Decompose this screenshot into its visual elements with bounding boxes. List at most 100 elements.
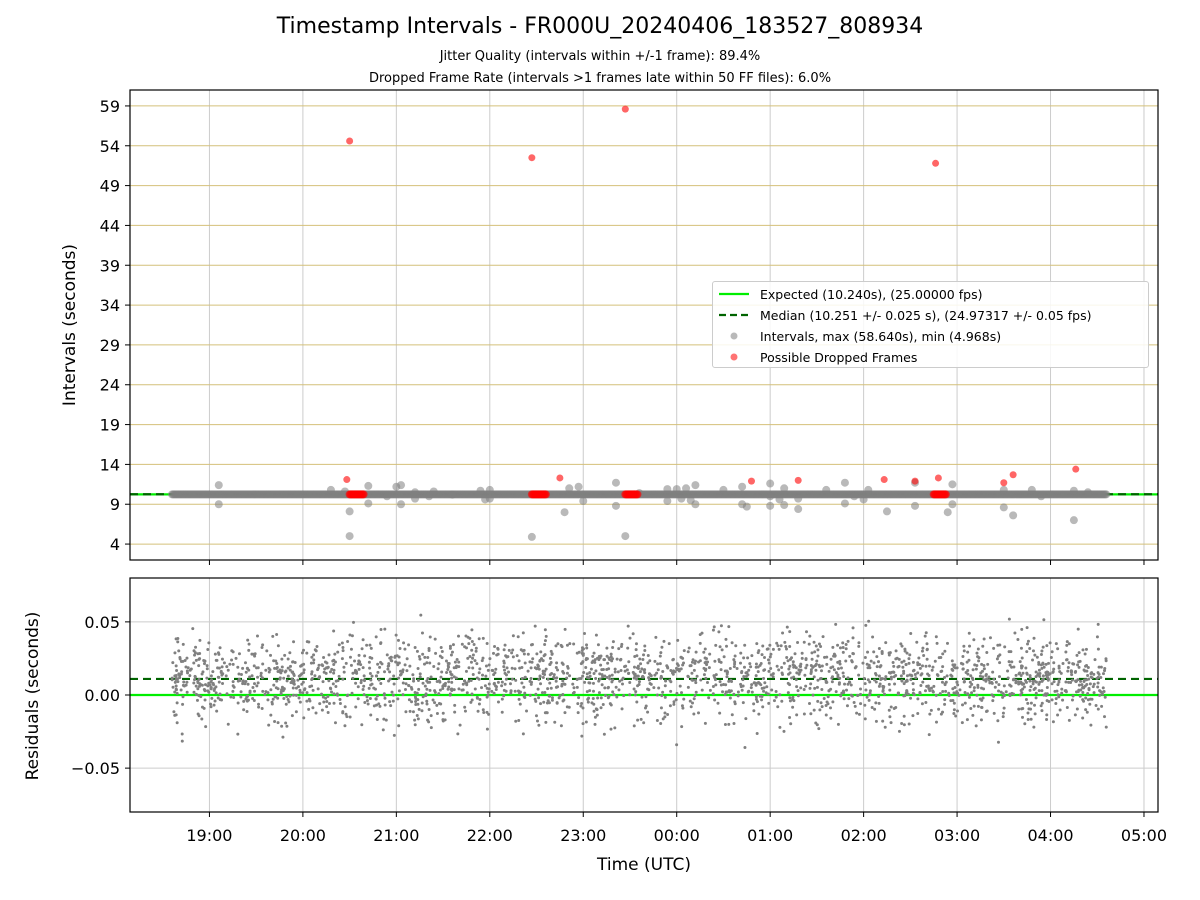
residual-point xyxy=(311,706,315,710)
residual-point xyxy=(394,633,398,637)
residual-point xyxy=(966,650,970,654)
residual-point xyxy=(248,691,252,695)
residual-point xyxy=(329,687,333,691)
residual-point xyxy=(623,669,627,673)
residual-point xyxy=(791,660,795,664)
residual-point xyxy=(1011,678,1015,682)
residual-point xyxy=(612,693,616,697)
residual-point xyxy=(251,652,255,656)
residual-point xyxy=(658,662,662,666)
residual-point xyxy=(749,665,753,669)
residual-point xyxy=(177,649,181,653)
residual-point xyxy=(647,678,651,682)
residual-point xyxy=(996,643,1000,647)
residual-point xyxy=(725,669,729,673)
residual-point xyxy=(1077,660,1081,664)
residual-point xyxy=(392,733,396,737)
residual-point xyxy=(672,700,676,704)
residual-point xyxy=(193,653,197,657)
residual-point xyxy=(475,696,479,700)
residual-point xyxy=(941,690,945,694)
residual-point xyxy=(608,677,612,681)
residual-point xyxy=(589,667,593,671)
residual-point xyxy=(211,670,215,674)
residual-point xyxy=(1045,676,1049,680)
residual-point xyxy=(679,667,683,671)
residual-point xyxy=(397,676,401,680)
interval-point xyxy=(1027,485,1036,494)
residual-point xyxy=(833,654,837,658)
residual-point xyxy=(529,682,533,686)
residual-point xyxy=(280,665,284,669)
residual-point xyxy=(488,657,492,661)
residual-point xyxy=(298,700,302,704)
residual-point xyxy=(861,661,865,665)
residual-point xyxy=(755,642,759,646)
residual-point xyxy=(269,688,273,692)
residual-point xyxy=(882,692,886,696)
legend-median-label: Median (10.251 +/- 0.025 s), (24.97317 +… xyxy=(760,308,1092,323)
dropped-frame-point xyxy=(621,105,629,113)
residual-point xyxy=(682,697,686,701)
residual-point xyxy=(680,691,684,695)
residual-point xyxy=(509,691,513,695)
residual-point xyxy=(1082,686,1086,690)
residual-point xyxy=(276,721,280,725)
residual-point xyxy=(1016,680,1020,684)
residual-point xyxy=(739,651,743,655)
residual-point xyxy=(451,643,455,647)
legend-entry-median: Median (10.251 +/- 0.025 s), (24.97317 +… xyxy=(713,305,1148,325)
residual-point xyxy=(383,696,387,700)
residual-point xyxy=(175,721,179,725)
residual-point xyxy=(628,693,632,697)
interval-point xyxy=(574,482,583,491)
residual-point xyxy=(449,653,453,657)
residual-point xyxy=(985,709,989,713)
residual-point xyxy=(528,679,532,683)
residual-point xyxy=(902,682,906,686)
residual-point xyxy=(350,634,354,638)
residual-point xyxy=(1022,682,1026,686)
residual-point xyxy=(310,684,314,688)
residual-point xyxy=(899,642,903,646)
residual-point xyxy=(521,649,525,653)
residual-point xyxy=(267,666,271,670)
residual-point xyxy=(911,660,915,664)
residual-point xyxy=(415,649,419,653)
residual-point xyxy=(273,695,277,699)
residual-point xyxy=(1086,665,1090,669)
interval-point xyxy=(364,481,373,490)
residual-point xyxy=(634,648,638,652)
residual-point xyxy=(510,677,514,681)
residual-point xyxy=(1052,667,1056,671)
residual-point xyxy=(961,662,965,666)
residual-point xyxy=(1073,713,1077,717)
residual-point xyxy=(788,683,792,687)
residual-point xyxy=(813,664,817,668)
residual-point xyxy=(971,668,975,672)
residual-point xyxy=(873,707,877,711)
interval-point xyxy=(943,508,952,517)
residual-point xyxy=(412,679,416,683)
residual-point xyxy=(577,696,581,700)
residual-point xyxy=(874,672,878,676)
residual-point xyxy=(961,654,965,658)
residual-point xyxy=(541,672,545,676)
residual-point xyxy=(655,693,659,697)
residual-point xyxy=(598,677,602,681)
residual-point xyxy=(820,705,824,709)
residual-point xyxy=(392,674,396,678)
residual-point xyxy=(310,672,314,676)
residual-point xyxy=(788,696,792,700)
residual-point xyxy=(288,651,292,655)
residual-point xyxy=(1028,674,1032,678)
dropped-frame-point xyxy=(633,490,642,499)
residual-point xyxy=(981,644,985,648)
residual-point xyxy=(562,682,566,686)
residual-point xyxy=(473,687,477,691)
residual-point xyxy=(383,670,387,674)
residual-point xyxy=(700,688,704,692)
residual-point xyxy=(887,653,891,657)
residual-point xyxy=(1061,698,1065,702)
residual-point xyxy=(819,644,823,648)
